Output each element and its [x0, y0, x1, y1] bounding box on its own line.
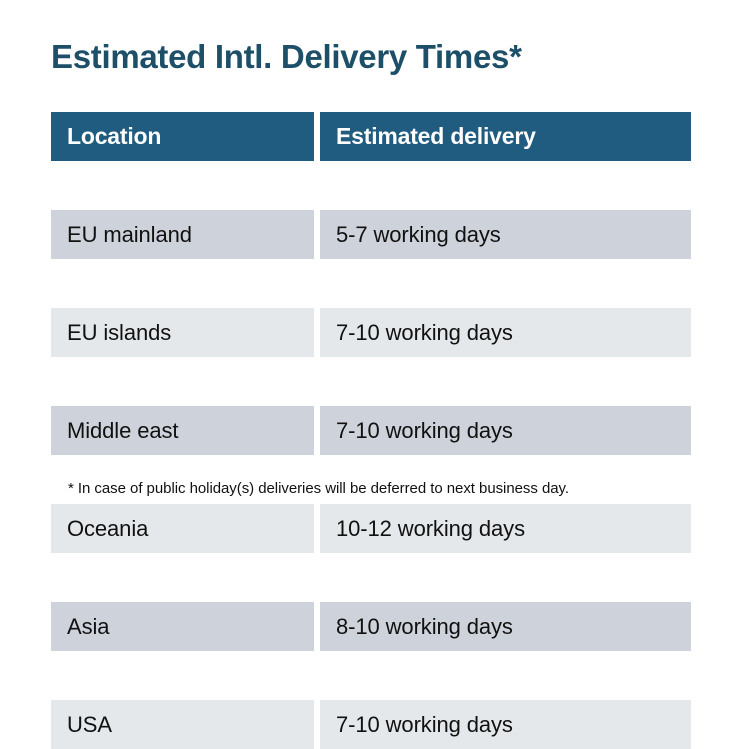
cell-estimated-delivery: 7-10 working days	[320, 700, 691, 749]
delivery-times-page: Estimated Intl. Delivery Times* Location…	[51, 38, 691, 749]
cell-location: USA	[51, 700, 314, 749]
footnote-text: * In case of public holiday(s) deliverie…	[68, 480, 569, 497]
cell-estimated-delivery: 10-12 working days	[320, 504, 691, 553]
cell-divider-gap	[314, 406, 320, 455]
cell-estimated-delivery: 7-10 working days	[320, 308, 691, 357]
row-spacer-cell	[51, 553, 314, 602]
row-spacer-cell	[51, 259, 314, 308]
row-spacer-cell	[51, 455, 314, 504]
table-row: Middle east 7-10 working days	[51, 406, 691, 455]
row-spacer-cell	[320, 161, 691, 210]
row-spacer-cell	[314, 455, 320, 504]
table-row: EU islands 7-10 working days	[51, 308, 691, 357]
cell-estimated-delivery: 7-10 working days	[320, 406, 691, 455]
cell-estimated-delivery: 5-7 working days	[320, 210, 691, 259]
row-spacer	[51, 259, 691, 308]
row-spacer-cell	[51, 161, 314, 210]
table-header-row: Location Estimated delivery	[51, 112, 691, 161]
row-spacer	[51, 161, 691, 210]
row-spacer	[51, 455, 691, 504]
column-divider-gap	[314, 112, 320, 161]
cell-divider-gap	[314, 308, 320, 357]
cell-estimated-delivery: 8-10 working days	[320, 602, 691, 651]
row-spacer-cell	[320, 259, 691, 308]
row-spacer-cell	[314, 161, 320, 210]
table-row: Oceania 10-12 working days	[51, 504, 691, 553]
cell-divider-gap	[314, 504, 320, 553]
row-spacer	[51, 553, 691, 602]
row-spacer-cell	[320, 553, 691, 602]
row-spacer	[51, 651, 691, 700]
cell-location: EU islands	[51, 308, 314, 357]
table-row: USA 7-10 working days	[51, 700, 691, 749]
row-spacer-cell	[314, 259, 320, 308]
table-row: EU mainland 5-7 working days	[51, 210, 691, 259]
cell-divider-gap	[314, 210, 320, 259]
row-spacer-cell	[320, 651, 691, 700]
row-spacer-cell	[320, 357, 691, 406]
cell-location: EU mainland	[51, 210, 314, 259]
row-spacer	[51, 357, 691, 406]
column-header-estimated-delivery: Estimated delivery	[320, 112, 691, 161]
cell-location: Asia	[51, 602, 314, 651]
column-header-location: Location	[51, 112, 314, 161]
table-body: EU mainland 5-7 working days EU islands …	[51, 161, 691, 749]
table-row: Asia 8-10 working days	[51, 602, 691, 651]
row-spacer-cell	[320, 455, 691, 504]
row-spacer-cell	[314, 357, 320, 406]
estimated-delivery-times-table: Location Estimated delivery EU mainland …	[51, 112, 691, 749]
row-spacer-cell	[51, 357, 314, 406]
row-spacer-cell	[51, 651, 314, 700]
table-header: Location Estimated delivery	[51, 112, 691, 161]
page-title: Estimated Intl. Delivery Times*	[51, 38, 522, 75]
cell-location: Oceania	[51, 504, 314, 553]
cell-location: Middle east	[51, 406, 314, 455]
